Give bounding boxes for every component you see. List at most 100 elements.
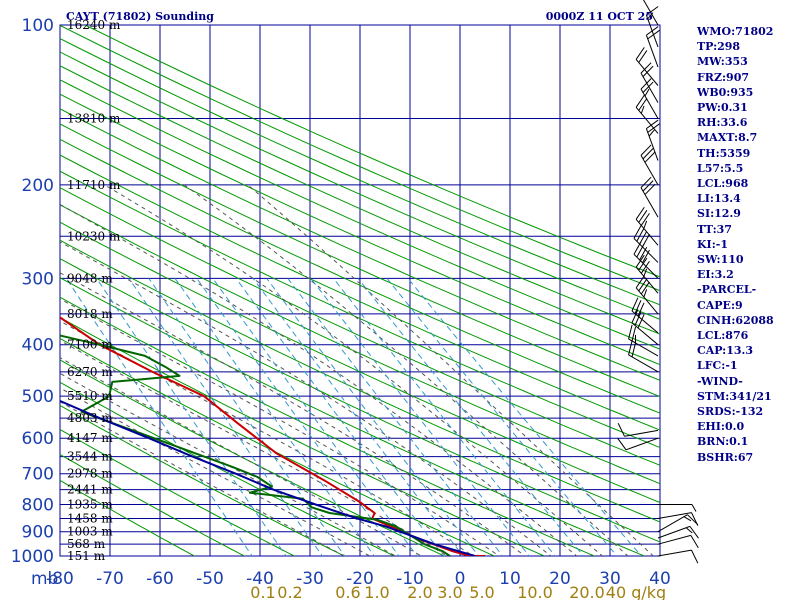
wind-barb <box>628 340 659 373</box>
dry-adiabat <box>60 25 660 292</box>
pressure-tick-label: 400 <box>22 336 54 356</box>
index-item: FRZ:907 <box>697 70 750 84</box>
mixing-ratio-tick-label: 10.0 <box>517 583 553 600</box>
wind-barb <box>657 525 699 539</box>
moist-adiabat <box>183 184 629 556</box>
station-title: CAYT (71802) Sounding <box>66 10 214 23</box>
wind-barb <box>640 144 659 186</box>
height-label: 5510 m <box>67 389 113 403</box>
pressure-tick-label: 900 <box>22 523 54 543</box>
dry-adiabat <box>60 316 546 556</box>
temperature-tick-label: 0 <box>455 569 466 589</box>
wind-barb <box>635 47 659 86</box>
height-label: 1003 m <box>67 525 113 539</box>
height-label: 6270 m <box>67 365 113 379</box>
wind-barb <box>617 437 659 451</box>
height-label: 8018 m <box>67 307 113 321</box>
index-item: STM:341/21 <box>697 389 772 403</box>
mixing-ratio-tick-label: 0.6 <box>335 583 360 600</box>
dry-adiabat <box>60 381 396 556</box>
wind-barb <box>617 422 659 437</box>
wind-barb <box>640 78 659 119</box>
adiabat-lines <box>60 25 660 556</box>
wind-barb <box>645 6 659 48</box>
temperature-tick-label: -30 <box>296 569 324 589</box>
dry-adiabat <box>60 108 660 381</box>
temperature-tick-label: 30 <box>599 569 621 589</box>
temperature-tick-label: -60 <box>146 569 174 589</box>
dry-adiabat <box>60 337 496 556</box>
wind-barb <box>631 309 659 346</box>
mixing-ratio-line <box>407 278 643 556</box>
wind-barb <box>635 275 659 315</box>
mixing-ratio-tick-label: 0.2 <box>277 583 302 600</box>
index-item: BSHR:67 <box>697 450 754 464</box>
wind-barb <box>642 0 659 26</box>
stability-indices-panel: WMO:71802 TP:298 MW:353 FRZ:907 WB0:935 PW:0.… <box>697 24 800 465</box>
mixing-ratio-line <box>266 278 480 556</box>
height-label: 3544 m <box>67 450 113 464</box>
moist-adiabat <box>247 184 655 556</box>
mixing-ratio-tick-label: 20.0 <box>569 583 605 600</box>
index-item: L57:5.5 <box>697 161 744 175</box>
pressure-tick-label: 300 <box>22 269 54 289</box>
mixing-ratio-tick-label: 5.0 <box>469 583 494 600</box>
mixing-ratio-line <box>148 278 346 556</box>
dry-adiabat <box>60 123 660 398</box>
pressure-tick-label: 1000 <box>11 547 54 567</box>
dry-adiabat <box>60 65 660 335</box>
parcel-profile <box>60 399 476 556</box>
index-item: EI:3.2 <box>697 268 734 282</box>
temperature-tick-label: 20 <box>549 569 571 589</box>
moist-adiabat <box>60 339 449 556</box>
dry-adiabat <box>60 359 446 556</box>
height-label: 568 m <box>67 537 106 551</box>
wind-barb <box>658 504 697 512</box>
height-label: 7100 m <box>67 338 113 352</box>
mixing-ratio-line <box>128 278 324 556</box>
mixing-ratio-tick-label: 1.0 <box>364 583 389 600</box>
sounding-profiles <box>60 316 485 556</box>
dry-adiabat <box>60 221 660 504</box>
moist-adiabat <box>60 372 397 556</box>
wind-barb <box>645 119 660 161</box>
mixing-ratio-line <box>333 278 556 556</box>
wind-barb <box>657 512 699 526</box>
height-label: 2441 m <box>67 483 113 497</box>
moist-adiabat <box>60 241 552 556</box>
height-label: 9048 m <box>67 271 113 285</box>
moist-adiabat <box>60 298 500 556</box>
mixing-ratio-tick-label: 40 g/kg <box>606 583 666 600</box>
dry-adiabat <box>60 93 660 366</box>
index-item: CAPE:9 <box>697 298 743 312</box>
index-item: RH:33.6 <box>697 116 748 130</box>
dry-adiabat <box>60 51 660 320</box>
height-label: 10230 m <box>67 229 121 243</box>
mixing-ratio-line <box>386 278 618 556</box>
dry-adiabat <box>60 154 660 431</box>
pressure-tick-label: 700 <box>22 465 54 485</box>
temperature-tick-label: 40 <box>649 569 671 589</box>
temperature-tick-label: -70 <box>96 569 124 589</box>
index-item: MAXT:8.7 <box>697 131 758 145</box>
moist-adiabat <box>60 272 526 556</box>
dry-adiabat <box>60 37 660 306</box>
wind-barb <box>631 297 659 334</box>
index-item: BRN:0.1 <box>697 435 749 449</box>
index-item: WB0:935 <box>697 85 754 99</box>
dry-adiabat <box>60 404 346 556</box>
dry-adiabat <box>60 479 196 556</box>
index-item: CAP:13.3 <box>697 344 754 358</box>
mixing-ratio-tick-label: 2.0 <box>407 583 432 600</box>
temperature-tick-label: -40 <box>246 569 274 589</box>
index-item: LCL:876 <box>697 329 749 343</box>
wind-barb <box>657 549 699 564</box>
dry-adiabat <box>60 258 660 543</box>
temperature-tick-label: -80 <box>46 569 74 589</box>
wind-barb <box>628 324 659 357</box>
index-item: TP:298 <box>697 40 741 54</box>
temperature-tick-label: -20 <box>346 569 374 589</box>
height-label: 11710 m <box>67 178 121 192</box>
